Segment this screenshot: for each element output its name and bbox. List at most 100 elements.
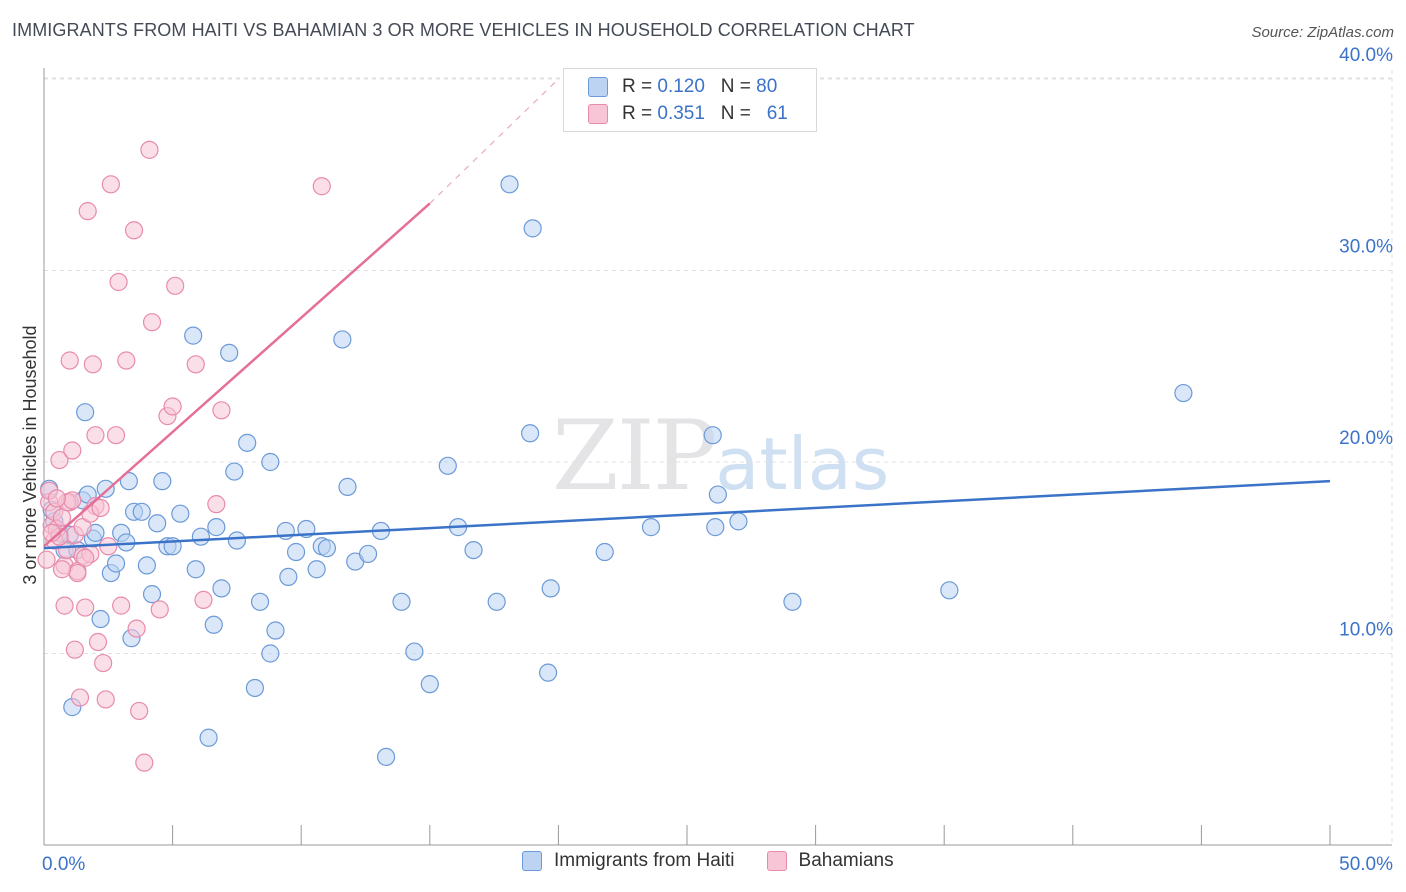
bahamian-point — [130, 701, 149, 721]
bahamian-point — [86, 426, 105, 445]
y-tick-label: 30.0% — [1339, 237, 1393, 258]
bahamian-point — [96, 690, 115, 709]
bahamian-point — [60, 351, 79, 370]
haiti-point — [595, 542, 614, 562]
bahamian-point — [50, 450, 69, 470]
haiti-point — [186, 560, 205, 579]
bahamian-point — [194, 590, 213, 609]
haiti-point — [204, 615, 223, 634]
haiti-point — [464, 540, 483, 560]
bahamian-point — [140, 140, 159, 159]
haiti-point — [212, 579, 231, 598]
bahamian-point — [37, 550, 56, 569]
haiti-point — [708, 485, 727, 504]
haiti-point — [245, 678, 265, 698]
haiti-point — [783, 592, 802, 611]
points-layer — [37, 140, 1193, 772]
haiti-point — [392, 592, 411, 611]
legend-n-label: N = — [720, 103, 751, 124]
bahamian-point — [68, 563, 87, 583]
correlation-legend: R = 0.120 N = 80 R = 0.351 N = 61 — [563, 68, 817, 132]
bahamian-point — [101, 175, 120, 194]
bahamian-point — [63, 441, 82, 460]
haiti-point — [119, 472, 138, 491]
haiti-point — [132, 502, 151, 521]
legend-row-haiti: R = 0.120 N = 80 — [588, 75, 777, 99]
haiti-point — [227, 531, 246, 550]
haiti-point — [225, 462, 244, 481]
haiti-point — [729, 512, 748, 531]
haiti-point — [184, 326, 203, 345]
haiti-point — [1174, 383, 1193, 403]
haiti-point — [191, 527, 210, 546]
bahamian-point — [109, 272, 128, 292]
haiti-point — [279, 567, 298, 587]
series-legend: Immigrants from Haiti Bahamians — [522, 850, 894, 872]
bahamian-point — [55, 596, 74, 615]
bahamian-point — [142, 313, 162, 332]
bahamian-point — [106, 426, 126, 445]
x-tick-label: 0.0% — [42, 854, 85, 875]
haiti-point — [171, 504, 190, 523]
watermark: ZIPatlas — [552, 400, 889, 512]
bahamian-point — [135, 753, 154, 772]
bahamian-point — [150, 600, 169, 619]
bahamian-point — [47, 489, 66, 508]
legend-n-label: N = — [720, 76, 751, 97]
haiti-point — [703, 426, 722, 445]
bahamian-point — [91, 498, 110, 518]
trend-layer — [43, 78, 1331, 550]
haiti-point — [76, 403, 95, 422]
bahamian-point — [163, 397, 182, 416]
bahamian-point — [127, 619, 146, 638]
bahamian-point — [73, 518, 92, 537]
bahamian-point — [312, 177, 331, 196]
legend-swatch-bahamians — [766, 851, 787, 871]
legend-r-value-haiti: 0.120 — [657, 76, 705, 97]
haiti-point — [238, 433, 257, 452]
source-label: Source: ZipAtlas.com — [1251, 24, 1394, 41]
legend-swatch-haiti — [522, 851, 542, 871]
haiti-point — [940, 581, 959, 600]
haiti-trend-line — [43, 479, 1331, 550]
haiti-point — [137, 556, 156, 575]
haiti-point — [500, 175, 519, 194]
haiti-point — [376, 747, 396, 767]
haiti-point — [438, 456, 457, 475]
haiti-point — [266, 621, 285, 640]
bahamian-point — [76, 548, 95, 567]
haiti-point — [358, 544, 378, 564]
haiti-point — [541, 579, 560, 598]
haiti-point — [706, 518, 725, 537]
legend-r-value-bahamians: 0.351 — [657, 103, 705, 124]
grid-layer — [44, 70, 1393, 845]
legend-n-value-haiti: 80 — [756, 76, 778, 97]
y-axis-title: 3 or more Vehicles in Household — [20, 325, 40, 584]
haiti-point — [539, 663, 558, 682]
bahamian-point — [166, 276, 185, 295]
bahamian-point — [83, 355, 102, 374]
haiti-point — [317, 539, 337, 558]
haiti-point — [142, 585, 162, 604]
haiti-point — [91, 609, 110, 629]
bahamian-point — [78, 202, 97, 221]
haiti-point — [487, 592, 506, 611]
bahamian-trend-extension — [429, 78, 559, 204]
haiti-point — [250, 592, 270, 611]
bahamian-point — [63, 491, 82, 510]
haiti-point — [523, 219, 542, 238]
x-tick-label: 50.0% — [1339, 854, 1393, 875]
haiti-point — [521, 424, 540, 443]
bahamian-point — [70, 688, 90, 707]
bahamian-point — [212, 401, 231, 420]
haiti-point — [148, 514, 167, 533]
bahamian-point — [124, 221, 144, 240]
haiti-point — [199, 728, 218, 747]
haiti-point — [261, 452, 280, 472]
watermark-atlas: atlas — [715, 422, 890, 506]
haiti-point — [641, 518, 661, 537]
legend-swatch-haiti — [588, 77, 608, 97]
chart-title: IMMIGRANTS FROM HAITI VS BAHAMIAN 3 OR M… — [12, 20, 915, 40]
haiti-point — [153, 472, 172, 491]
